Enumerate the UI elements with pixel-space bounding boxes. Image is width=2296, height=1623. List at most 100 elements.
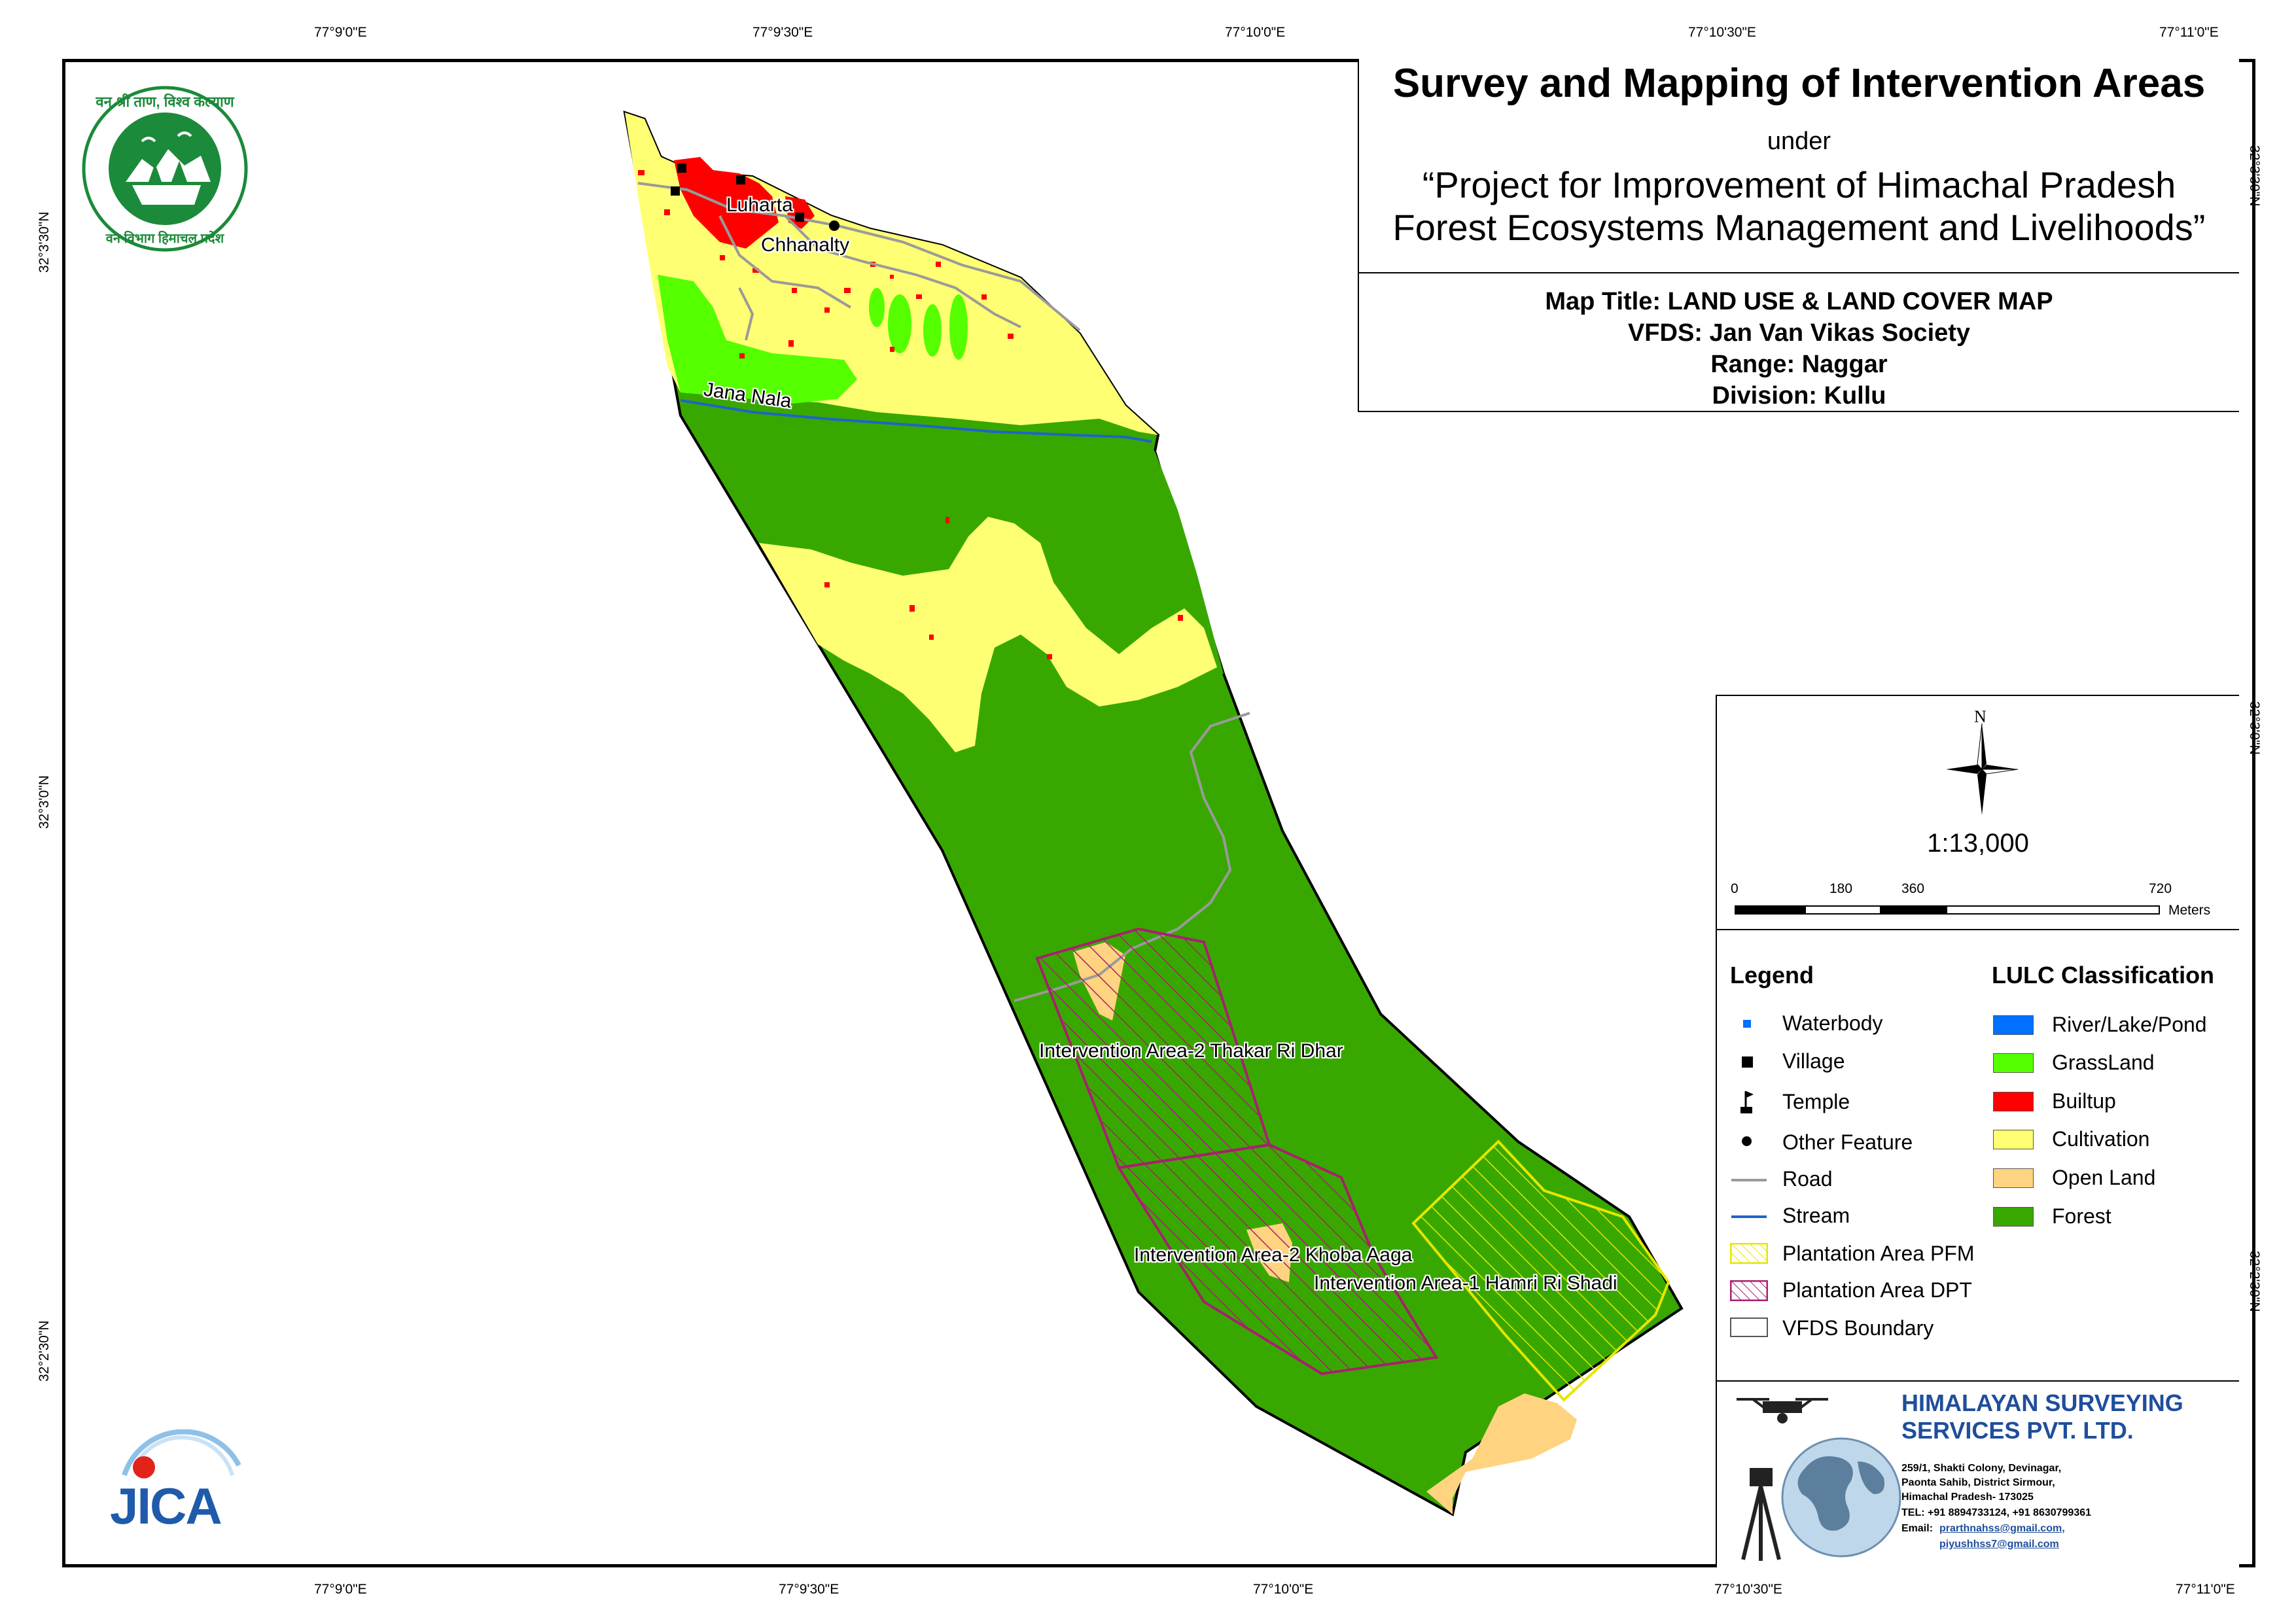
coord-bottom-5: 77°11'0"E <box>2176 1582 2235 1597</box>
coord-bottom-2: 77°9'30"E <box>779 1582 839 1597</box>
cultivation-area-middle <box>759 517 1217 752</box>
legend-item-vfds-boundary: VFDS Boundary <box>1782 1316 1934 1340</box>
temple-icon <box>1740 1091 1754 1113</box>
company-address-1: 259/1, Shakti Colony, Devinagar, <box>1901 1463 2062 1474</box>
map-info-panel: Map Title: LAND USE & LAND COVER MAP VFD… <box>1358 272 2239 412</box>
project-title-line2: Forest Ecosystems Management and Livelih… <box>1392 207 2206 248</box>
coord-top-1: 77°9'0"E <box>314 25 367 40</box>
scale-tick-0: 0 <box>1731 881 1739 896</box>
intervention-area-hamri-ri-shadi <box>1411 1140 1670 1402</box>
forest-logo-text-bottom: वन विभाग हिमाचल प्रदेश <box>105 232 224 246</box>
jana-nala-stream <box>680 399 1152 443</box>
dpt-hatch-icon <box>1730 1280 1768 1301</box>
north-scale-panel: N 1:13,000 0 180 360 720 Meters <box>1716 695 2239 930</box>
coord-bottom-1: 77°9'0"E <box>314 1582 367 1597</box>
map-frame <box>62 59 2255 1567</box>
swatch-cultivation <box>1993 1130 2034 1149</box>
road-line-icon <box>1731 1179 1767 1181</box>
project-title-line1: “Project for Improvement of Himachal Pra… <box>1422 164 2176 205</box>
coord-top-2: 77°9'30"E <box>752 25 813 40</box>
road-network <box>637 182 1250 1002</box>
legend-panel: Legend LULC Classification Waterbody Vil… <box>1716 929 2239 1382</box>
scale-tick-720: 720 <box>2149 881 2172 896</box>
legend-item-pfm: Plantation Area PFM <box>1782 1242 1975 1265</box>
forest-department-logo: वन श्री ताण, विश्व कल्याण वन विभाग हिमाच… <box>80 84 250 254</box>
coord-top-4: 77°10'30"E <box>1688 25 1756 40</box>
lulc-item-builtup: Builtup <box>2052 1089 2116 1113</box>
scale-unit: Meters <box>2168 903 2211 918</box>
lulc-item-grassland: GrassLand <box>2052 1051 2155 1074</box>
vfds-name: VFDS: Jan Van Vikas Society <box>1627 319 1971 347</box>
pfm-hatch-icon <box>1730 1243 1768 1264</box>
north-arrow-icon <box>1946 724 2018 815</box>
scale-ratio: 1:13,000 <box>1927 829 2029 858</box>
scale-tick-360: 360 <box>1901 881 1925 896</box>
label-luharta: Luharta <box>726 194 793 216</box>
builtup-luharta <box>674 157 779 249</box>
lulc-item-river: River/Lake/Pond <box>2052 1013 2207 1036</box>
coord-top-5: 77°11'0"E <box>2159 25 2219 40</box>
waterbody-icon <box>1743 1020 1751 1028</box>
village-marker-luharta-1 <box>677 164 686 173</box>
jica-logo: JICA <box>98 1429 249 1550</box>
scale-bar <box>1735 905 2160 915</box>
swatch-grassland <box>1993 1053 2034 1073</box>
legend-item-dpt: Plantation Area DPT <box>1782 1278 1972 1302</box>
company-address-3: Himachal Pradesh- 173025 <box>1901 1492 2034 1503</box>
village-marker-chhanalty <box>795 213 804 222</box>
legend-title: Legend <box>1730 962 1814 988</box>
coord-bottom-3: 77°10'0"E <box>1253 1582 1314 1597</box>
north-label: N <box>1974 707 1987 726</box>
main-title: Survey and Mapping of Intervention Areas <box>1392 61 2206 106</box>
company-email-2[interactable]: piyushhss7@gmail.com <box>1939 1539 2059 1550</box>
lulc-item-forest: Forest <box>2052 1204 2111 1228</box>
lulc-item-cultivation: Cultivation <box>2052 1127 2150 1151</box>
company-address-2: Paonta Sahib, District Sirmour, <box>1901 1477 2055 1488</box>
label-intervention-thakar: Intervention Area-2 Thakar Ri Dhar <box>1039 1040 1343 1062</box>
scale-tick-180: 180 <box>1829 881 1853 896</box>
other-feature-marker <box>829 220 839 231</box>
open-land-3 <box>1426 1393 1577 1514</box>
swatch-river <box>1993 1015 2034 1035</box>
village-icon <box>1742 1056 1753 1068</box>
lulc-title: LULC Classification <box>1992 962 2215 988</box>
village-marker-luharta-3 <box>736 175 745 184</box>
grassland-patch-2 <box>888 294 911 353</box>
title-under: under <box>1767 128 1831 155</box>
swatch-forest <box>1993 1207 2034 1227</box>
intervention-area-thakar-ri-dhar <box>1035 927 1271 1170</box>
legend-item-other-feature: Other Feature <box>1782 1130 1913 1154</box>
label-intervention-khoba: Intervention Area-2 Khoba Aaga <box>1134 1244 1413 1266</box>
label-intervention-hamri: Intervention Area-1 Hamri Ri Shadi <box>1314 1272 1617 1294</box>
company-email-1[interactable]: prarthnahss@gmail.com, <box>1939 1523 2065 1534</box>
title-panel: Survey and Mapping of Intervention Areas… <box>1358 59 2239 273</box>
grassland-patch-4 <box>949 294 968 360</box>
grassland-patch-3 <box>923 304 942 357</box>
grassland-west <box>658 275 857 406</box>
range-name: Range: Naggar <box>1710 351 1888 378</box>
swatch-builtup <box>1993 1092 2034 1111</box>
coord-top-3: 77°10'0"E <box>1225 25 1286 40</box>
legend-item-village: Village <box>1782 1049 1845 1073</box>
legend-item-temple: Temple <box>1782 1090 1850 1113</box>
company-tel: TEL: +91 8894733124, +91 8630799361 <box>1901 1507 2092 1518</box>
forest-logo-text-top: वन श्री ताण, विश्व कल्याण <box>96 94 234 110</box>
swatch-openland <box>1993 1168 2034 1188</box>
stream-line-icon <box>1731 1215 1767 1218</box>
lulc-item-openland: Open Land <box>2052 1166 2156 1189</box>
map-title: Map Title: LAND USE & LAND COVER MAP <box>1545 288 2053 315</box>
division-name: Division: Kullu <box>1712 382 1886 410</box>
other-feature-icon <box>1742 1136 1752 1146</box>
coord-bottom-4: 77°10'30"E <box>1714 1582 1782 1597</box>
village-marker-luharta-2 <box>671 186 680 196</box>
company-name-line2: SERVICES PVT. LTD. <box>1901 1417 2134 1444</box>
company-email-label: Email: <box>1901 1523 1934 1534</box>
jica-wordmark: JICA <box>110 1477 222 1535</box>
surveying-equipment-icon <box>1737 1398 1901 1561</box>
legend-item-stream: Stream <box>1782 1204 1850 1227</box>
company-name-line1: HIMALAYAN SURVEYING <box>1901 1389 2183 1416</box>
intervention-area-khoba-aaga <box>1116 1143 1439 1376</box>
boundary-box-icon <box>1730 1318 1768 1337</box>
company-panel: HIMALAYAN SURVEYING SERVICES PVT. LTD. 2… <box>1716 1380 2239 1567</box>
